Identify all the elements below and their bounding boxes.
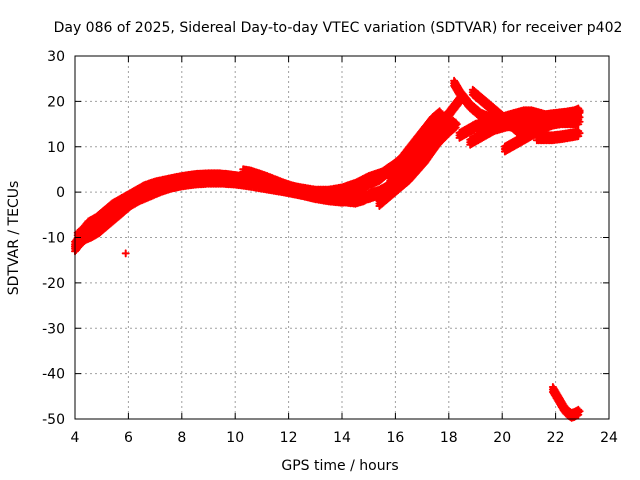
- x-tick-label: 22: [547, 430, 565, 446]
- x-tick-label: 16: [386, 430, 404, 446]
- y-tick-label: 20: [47, 94, 65, 110]
- x-tick-label: 4: [71, 430, 80, 446]
- x-tick-label: 12: [280, 430, 298, 446]
- y-tick-label: -10: [42, 231, 65, 247]
- y-axis-label: SDTVAR / TECUs: [6, 181, 22, 296]
- y-tick-label: 30: [47, 49, 65, 65]
- y-tick-label: -20: [42, 276, 65, 292]
- x-tick-label: 24: [600, 430, 618, 446]
- y-tick-label: 0: [56, 185, 65, 201]
- x-axis-label: GPS time / hours: [281, 458, 398, 474]
- x-tick-label: 10: [226, 430, 244, 446]
- x-tick-label: 14: [333, 430, 351, 446]
- chart-title: Day 086 of 2025, Sidereal Day-to-day VTE…: [54, 20, 623, 36]
- x-tick-label: 18: [440, 430, 458, 446]
- x-tick-labels: 4 6 8 10 12 14 16 18 20 22 24: [71, 430, 618, 446]
- y-tick-label: 10: [47, 140, 65, 156]
- x-tick-label: 6: [124, 430, 133, 446]
- x-tick-label: 20: [493, 430, 511, 446]
- x-tick-label: 8: [177, 430, 186, 446]
- data-point: [121, 249, 130, 258]
- y-tick-labels: 30 20 10 0 -10 -20 -30 -40 -50: [42, 49, 65, 428]
- y-tick-label: -40: [42, 367, 65, 383]
- data-points: [71, 76, 584, 422]
- y-tick-label: -30: [42, 321, 65, 337]
- y-tick-label: -50: [42, 412, 65, 428]
